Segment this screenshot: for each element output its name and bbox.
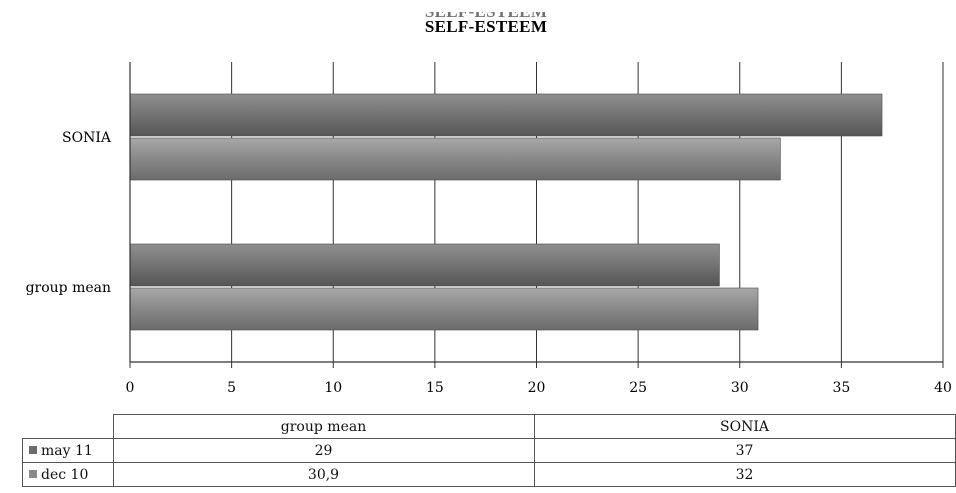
x-tick-label: 10 <box>324 380 342 396</box>
data-table-row: dec 10 30,9 32 <box>23 463 956 487</box>
x-tick-label: 35 <box>832 380 850 396</box>
series-name-may-11: may 11 <box>41 443 93 459</box>
x-tick-label: 20 <box>528 380 546 396</box>
category-label: group mean <box>26 280 111 296</box>
category-label: SONIA <box>62 130 112 146</box>
x-tick-labels: 0 5 10 15 20 25 30 35 40 <box>126 380 952 396</box>
bar-dec-10-sonia <box>130 138 780 180</box>
data-table-value: 30,9 <box>113 463 534 487</box>
data-table-corner <box>23 415 114 439</box>
data-table: group mean SONIA may 11 29 37 dec 10 30,… <box>22 414 956 487</box>
data-table-value: 29 <box>113 439 534 463</box>
x-tick-label: 15 <box>426 380 444 396</box>
x-tick-label: 0 <box>126 380 135 396</box>
data-table-value: 37 <box>534 439 955 463</box>
data-table-row: may 11 29 37 <box>23 439 956 463</box>
chart-title: SELF-ESTEEM <box>425 17 547 36</box>
data-table-header-row: group mean SONIA <box>23 415 956 439</box>
bar-may-11-sonia <box>130 94 882 136</box>
x-tick-label: 5 <box>227 380 236 396</box>
category-labels: group mean SONIA <box>26 130 112 296</box>
bar-dec-10-group-mean <box>130 288 758 330</box>
x-tick-label: 40 <box>934 380 952 396</box>
data-table-value: 32 <box>534 463 955 487</box>
series-name-dec-10: dec 10 <box>41 467 88 483</box>
bar-may-11-group-mean <box>130 244 719 286</box>
data-table-header-group-mean: group mean <box>113 415 534 439</box>
x-tick-label: 25 <box>629 380 647 396</box>
bars <box>130 94 882 330</box>
data-table-header-sonia: SONIA <box>534 415 955 439</box>
data-table-series-dec-10: dec 10 <box>23 463 114 487</box>
title-ghost-mask <box>360 0 620 12</box>
x-tick-label: 30 <box>731 380 749 396</box>
data-table-series-may-11: may 11 <box>23 439 114 463</box>
legend-swatch-may-11 <box>29 446 37 454</box>
legend-swatch-dec-10 <box>29 470 37 478</box>
